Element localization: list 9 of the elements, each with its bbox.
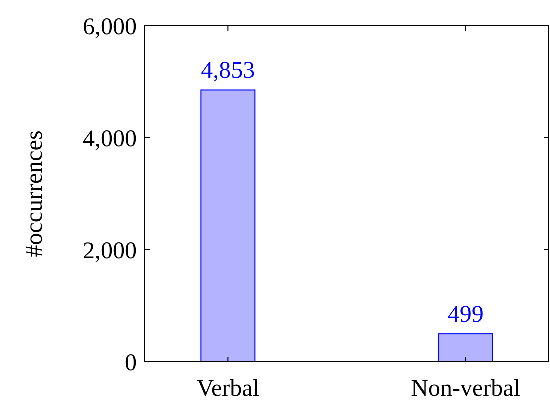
y-tick-label: 4,000 <box>83 126 137 152</box>
y-tick-label: 6,000 <box>83 14 137 40</box>
data-label: 4,853 <box>201 58 256 84</box>
y-tick-label: 0 <box>125 350 137 376</box>
x-tick-label: Verbal <box>196 376 260 402</box>
x-tick-label: Non-verbal <box>411 376 521 402</box>
data-label: 499 <box>448 302 484 328</box>
y-axis-title: #occurrences <box>22 130 48 258</box>
y-tick-label: 2,000 <box>83 238 137 264</box>
